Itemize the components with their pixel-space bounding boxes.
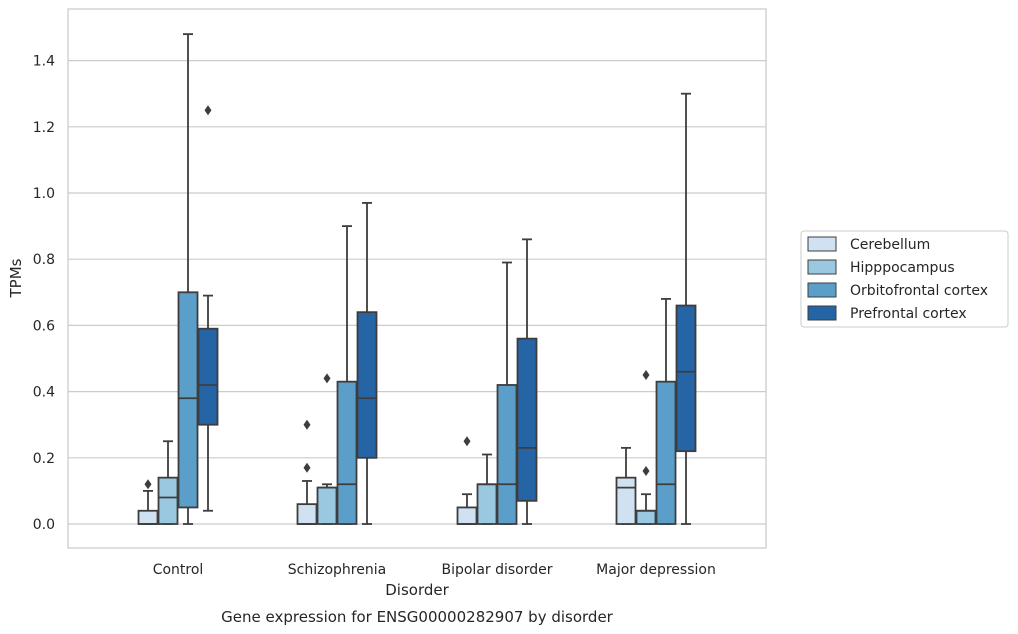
y-axis-title: TPMs [7, 258, 25, 298]
y-axis-ticks: 0.0 0.2 0.4 0.6 0.8 1.0 1.2 1.4 [33, 54, 55, 533]
box [635, 509, 657, 525]
box-groups [137, 33, 697, 525]
box [197, 327, 219, 426]
x-tick-label: Control [153, 562, 204, 578]
figure-caption: Gene expression for ENSG00000282907 by d… [221, 608, 614, 626]
outlier-point [463, 436, 471, 447]
box [655, 380, 677, 525]
box [296, 503, 318, 525]
series-orbitofrontal-cortex [177, 33, 677, 525]
series-cerebellum [137, 419, 637, 525]
y-tick-label: 1.4 [33, 54, 55, 70]
box [456, 506, 478, 525]
x-tick-label: Schizophrenia [288, 562, 386, 578]
legend-label: Orbitofrontal cortex [850, 283, 988, 299]
series-prefrontal-cortex [197, 92, 697, 525]
box [615, 476, 637, 525]
outlier-point [303, 462, 311, 473]
x-tick-label: Major depression [596, 562, 716, 578]
y-tick-label: 1.2 [33, 120, 55, 136]
series-hipppocampus [157, 370, 657, 525]
outlier-point [642, 370, 650, 381]
y-tick-label: 1.0 [33, 186, 55, 202]
outlier-point [323, 373, 331, 384]
legend-label: Prefrontal cortex [850, 306, 967, 322]
y-tick-label: 0.6 [33, 318, 55, 334]
outlier-point [144, 479, 152, 490]
x-axis-title: Disorder [385, 581, 449, 599]
box [137, 509, 159, 525]
box [157, 476, 179, 525]
box [476, 483, 498, 525]
legend-swatch [807, 282, 837, 298]
legend: Cerebellum Hipppocampus Orbitofrontal cort… [800, 230, 1009, 328]
x-axis-ticks: Control Schizophrenia Bipolar disorder Majo… [153, 562, 716, 578]
x-tick-label: Bipolar disorder [441, 562, 552, 578]
box [177, 291, 199, 509]
legend-label: Hipppocampus [850, 260, 955, 276]
outlier-point [303, 419, 311, 430]
y-tick-label: 0.4 [33, 385, 55, 401]
outlier-point [642, 466, 650, 477]
plot-frame [67, 8, 767, 549]
box [675, 304, 697, 453]
box [496, 384, 518, 525]
legend-frame [800, 230, 1009, 328]
box [316, 486, 338, 525]
y-tick-label: 0.8 [33, 252, 55, 268]
legend-swatch [807, 259, 837, 275]
legend-swatch [807, 236, 837, 252]
outlier-point [204, 105, 212, 116]
box [336, 380, 358, 525]
y-tick-label: 0.2 [33, 451, 55, 467]
y-tick-label: 0.0 [33, 517, 55, 533]
box [356, 311, 378, 459]
box [516, 337, 538, 502]
legend-swatch [807, 305, 837, 321]
legend-label: Cerebellum [850, 237, 930, 253]
